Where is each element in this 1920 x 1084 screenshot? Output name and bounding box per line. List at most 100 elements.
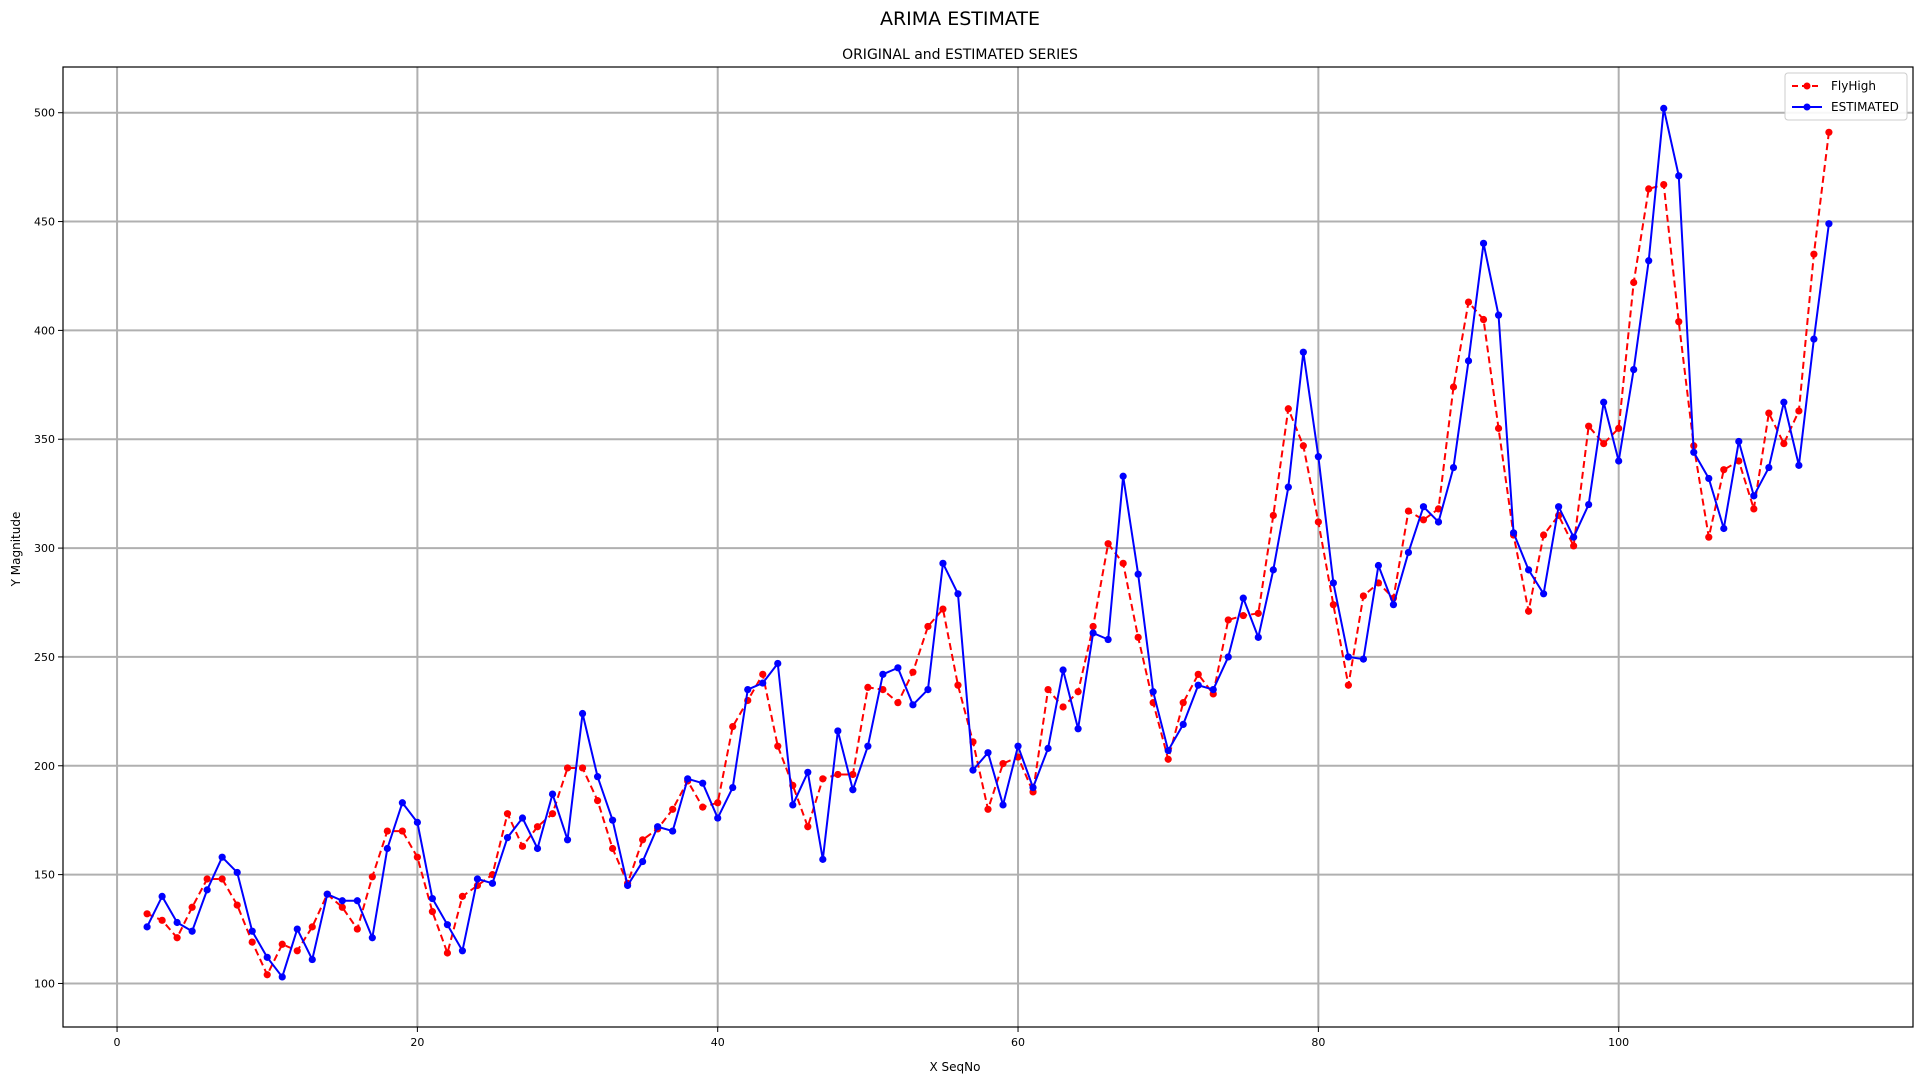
- data-point-flyhigh: [699, 803, 707, 811]
- data-point-flyhigh: [939, 605, 947, 613]
- data-point-flyhigh: [1344, 681, 1352, 689]
- data-point-flyhigh: [924, 622, 932, 631]
- data-point-flyhigh: [1449, 383, 1458, 391]
- data-point-estimated: [518, 814, 527, 822]
- data-point-flyhigh: [774, 742, 782, 750]
- y-tick-label: 300: [34, 542, 55, 555]
- data-point-estimated: [714, 814, 722, 822]
- data-point-estimated: [1359, 655, 1368, 663]
- data-point-flyhigh: [338, 903, 346, 911]
- data-point-flyhigh: [1269, 511, 1277, 520]
- data-point-flyhigh: [1359, 592, 1368, 600]
- x-tick-label: 100: [1608, 1036, 1629, 1049]
- data-point-flyhigh: [353, 925, 361, 933]
- data-point-flyhigh: [1419, 516, 1428, 524]
- data-point-estimated: [864, 742, 872, 750]
- data-point-estimated: [1104, 635, 1112, 644]
- data-point-flyhigh: [1720, 466, 1728, 474]
- data-point-flyhigh: [278, 940, 286, 948]
- data-point-estimated: [1089, 629, 1097, 637]
- data-point-flyhigh: [143, 910, 151, 918]
- data-point-flyhigh: [1585, 422, 1593, 430]
- data-point-flyhigh: [1825, 128, 1833, 136]
- data-point-flyhigh: [1600, 440, 1608, 448]
- data-point-estimated: [1149, 688, 1157, 696]
- data-point-estimated: [834, 727, 842, 735]
- axes: 0 20 40 60 80 100 100 150 200 250 300 350 400 450 500: [34, 107, 1629, 1049]
- data-point-flyhigh: [864, 683, 872, 692]
- legend-estimated-marker: [1803, 103, 1811, 111]
- data-point-flyhigh: [954, 681, 962, 689]
- legend-flyhigh-marker: [1803, 82, 1811, 90]
- data-point-flyhigh: [1314, 518, 1322, 526]
- data-point-estimated: [1419, 503, 1428, 511]
- data-point-flyhigh: [443, 949, 452, 957]
- x-tick-label: 0: [114, 1036, 121, 1049]
- data-point-flyhigh: [1630, 278, 1638, 287]
- data-point-flyhigh: [308, 923, 316, 931]
- data-point-estimated: [1795, 461, 1803, 469]
- data-point-estimated: [969, 766, 977, 774]
- data-point-flyhigh: [1494, 424, 1503, 432]
- data-point-flyhigh: [533, 823, 542, 831]
- data-point-estimated: [1434, 518, 1443, 526]
- data-point-estimated: [1494, 311, 1503, 319]
- data-point-estimated: [1479, 239, 1488, 247]
- data-point-flyhigh: [804, 823, 812, 831]
- data-point-estimated: [1209, 685, 1217, 694]
- data-point-estimated: [488, 879, 497, 887]
- data-point-estimated: [789, 801, 797, 809]
- data-point-estimated: [1404, 548, 1413, 557]
- data-point-estimated: [639, 857, 647, 866]
- data-point-flyhigh: [759, 670, 767, 678]
- data-point-flyhigh: [158, 916, 166, 924]
- data-point-estimated: [578, 709, 587, 718]
- legend-flyhigh-label: FlyHigh: [1831, 79, 1876, 93]
- data-point-flyhigh: [1134, 633, 1142, 641]
- data-point-flyhigh: [1104, 540, 1112, 548]
- data-point-flyhigh: [1299, 442, 1307, 450]
- data-point-flyhigh: [819, 775, 827, 783]
- data-point-estimated: [1600, 398, 1608, 406]
- data-point-estimated: [1735, 437, 1743, 446]
- data-point-estimated: [744, 685, 752, 694]
- plot-frame: [62, 66, 1914, 1028]
- data-point-estimated: [654, 823, 662, 831]
- data-point-estimated: [774, 659, 782, 668]
- data-point-flyhigh: [1735, 457, 1743, 465]
- data-point-estimated: [263, 953, 271, 961]
- data-point-flyhigh: [1464, 298, 1473, 306]
- data-point-estimated: [383, 844, 391, 853]
- data-point-flyhigh: [1239, 611, 1247, 620]
- y-tick-label: 400: [34, 324, 55, 337]
- data-point-estimated: [939, 559, 947, 567]
- data-point-flyhigh: [1059, 703, 1067, 711]
- data-point-estimated: [1615, 457, 1623, 465]
- data-point-estimated: [143, 923, 151, 931]
- data-point-flyhigh: [173, 934, 181, 942]
- data-point-estimated: [1705, 474, 1713, 483]
- data-point-flyhigh: [188, 903, 196, 911]
- y-tick-label: 150: [34, 869, 55, 882]
- x-axis-label: X SeqNo: [930, 1060, 981, 1074]
- y-axis-label: Y Magnitude: [9, 512, 23, 588]
- data-point-estimated: [563, 836, 572, 844]
- data-point-estimated: [1449, 463, 1458, 472]
- data-point-estimated: [1630, 365, 1638, 374]
- series-estimated: [143, 104, 1833, 981]
- data-point-estimated: [1044, 744, 1052, 752]
- data-point-estimated: [1464, 357, 1473, 365]
- data-point-estimated: [1179, 720, 1187, 729]
- data-point-estimated: [1134, 570, 1142, 578]
- data-point-estimated: [368, 934, 376, 942]
- data-point-flyhigh: [1705, 533, 1713, 541]
- data-point-estimated: [1780, 398, 1788, 406]
- data-point-estimated: [278, 973, 286, 981]
- legend: FlyHigh ESTIMATED: [1784, 72, 1908, 121]
- data-point-flyhigh: [984, 805, 992, 813]
- data-point-estimated: [1810, 335, 1818, 343]
- x-tick-label: 80: [1311, 1036, 1325, 1049]
- data-point-flyhigh: [1089, 622, 1097, 631]
